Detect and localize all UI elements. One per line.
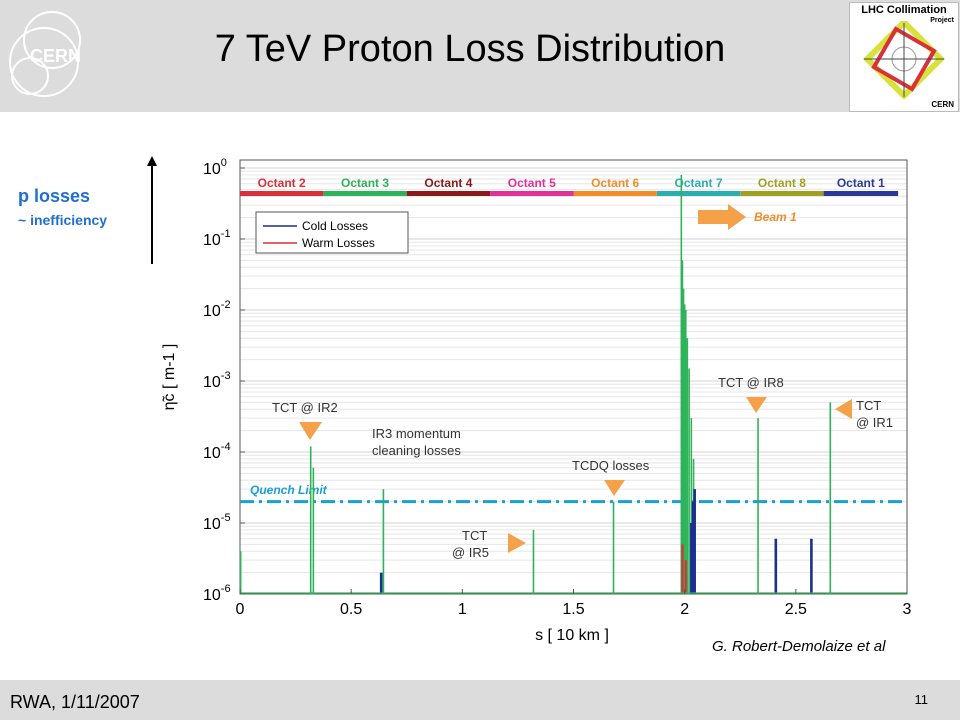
page-title: 7 TeV Proton Loss Distribution: [214, 28, 726, 70]
annotation-tct-ir2-arrow-icon: [299, 422, 322, 440]
page-number: 11: [914, 692, 929, 707]
octant-label-5: Octant 6: [591, 176, 639, 190]
up-arrow-icon: [147, 156, 157, 264]
annotation-tct-ir2-text: TCT @ IR2: [272, 400, 338, 415]
octant-label-3: Octant 4: [424, 176, 472, 190]
annotation-tct-ir5-arrow-icon: [508, 533, 526, 553]
x-tick-label-1: 0.5: [340, 601, 362, 618]
annotation-tct-ir5-text-1: TCT: [462, 528, 487, 543]
lhc-logo-title: LHC Collimation: [861, 4, 947, 16]
beam-label: Beam 1: [754, 210, 797, 224]
cern-logo-text: CERN: [30, 46, 81, 66]
octant-label-6: Octant 7: [675, 176, 723, 190]
annotation-tcdq-text: TCDQ losses: [572, 458, 650, 473]
x-tick-label-0: 0: [236, 601, 245, 618]
annotation-tct-ir8-arrow-icon: [746, 397, 767, 413]
quench-limit-label: Quench Limit: [250, 483, 328, 497]
octant-label-8: Octant 1: [837, 176, 885, 190]
annotation-ir3: IR3 momentum cleaning losses: [372, 426, 461, 458]
slide-header: CERN 7 TeV Proton Loss Distribution LHC …: [0, 0, 960, 112]
octant-band-7: [740, 191, 824, 196]
side-sublabel: ~ inefficiency: [18, 212, 108, 228]
annotation-tct-ir1-text-2: @ IR1: [856, 415, 893, 430]
annotation-tct-ir1-arrow-icon: [835, 399, 852, 419]
y-tick-label-1: 10-5: [203, 512, 231, 533]
x-tick-label-4: 2: [680, 601, 689, 618]
annotation-tct-ir5: TCT @ IR5: [452, 528, 526, 560]
side-label: p losses: [18, 186, 91, 206]
legend-cold-label: Cold Losses: [302, 219, 368, 233]
y-tick-label-3: 10-3: [203, 370, 231, 391]
annotation-tct-ir8-text: TCT @ IR8: [718, 375, 784, 390]
annotation-tct-ir8: TCT @ IR8: [718, 375, 784, 413]
loss-peaks: [239, 174, 907, 594]
beam-arrow-icon: [698, 204, 746, 230]
lhc-collimation-logo-icon: LHC Collimation Project CERN: [849, 2, 959, 112]
annotation-tcdq-arrow-icon: [604, 480, 625, 496]
x-tick-label-3: 1.5: [562, 601, 584, 618]
octant-band-4: [490, 191, 574, 196]
annotation-ir3-text-2: cleaning losses: [372, 443, 461, 458]
octant-band-2: [323, 191, 407, 196]
slide-footer: RWA, 1/11/2007 11: [0, 680, 960, 720]
octant-band-3: [406, 191, 491, 196]
y-tick-label-5: 10-1: [203, 228, 231, 249]
axis-ticks: 0 0.5 1 1.5 2 2.5 3 10-6 10-5 10-4 10-3 10-2 10-1 100: [203, 157, 912, 618]
octant-band-1: [240, 191, 324, 196]
legend-box: [255, 211, 409, 254]
octant-band-8: [823, 191, 899, 196]
annotation-ir3-text-1: IR3 momentum: [372, 426, 461, 441]
y-tick-label-0: 10-6: [203, 583, 231, 604]
cern-logo-icon: CERN: [9, 11, 81, 97]
credit-text: G. Robert-Demolaize et al: [712, 638, 886, 655]
x-tick-label-2: 1: [458, 601, 467, 618]
annotation-tct-ir1-text-1: TCT: [856, 398, 881, 413]
lhc-logo-project: Project: [930, 17, 954, 24]
lhc-logo-org: CERN: [931, 100, 954, 109]
x-tick-label-6: 3: [903, 601, 912, 618]
chart-legend: Cold Losses Warm Losses: [255, 211, 409, 254]
annotation-tct-ir2: TCT @ IR2: [272, 400, 338, 440]
annotation-tct-ir5-text-2: @ IR5: [452, 545, 489, 560]
annotation-tcdq: TCDQ losses: [572, 458, 650, 496]
octant-label-7: Octant 8: [758, 176, 806, 190]
octant-band-5: [573, 191, 657, 196]
x-axis-label: s [ 10 km ]: [535, 627, 609, 644]
y-axis-label: η̃c [ m-1 ]: [161, 344, 178, 411]
annotation-tct-ir1: TCT @ IR1: [835, 398, 893, 430]
beam-marker: Beam 1: [698, 204, 797, 230]
octant-bar: Octant 2 Octant 3 Octant 4 Octant 5 Octant 6…: [240, 176, 899, 196]
legend-warm-label: Warm Losses: [302, 236, 375, 250]
octant-label-1: Octant 2: [258, 176, 306, 190]
x-tick-label-5: 2.5: [785, 601, 807, 618]
footer-date: RWA, 1/11/2007: [10, 692, 140, 712]
y-tick-label-6: 100: [203, 157, 227, 178]
y-tick-label-2: 10-4: [203, 441, 231, 462]
octant-label-2: Octant 3: [341, 176, 389, 190]
octant-band-6: [656, 191, 741, 196]
octant-label-4: Octant 5: [508, 176, 556, 190]
y-tick-label-4: 10-2: [203, 299, 231, 320]
